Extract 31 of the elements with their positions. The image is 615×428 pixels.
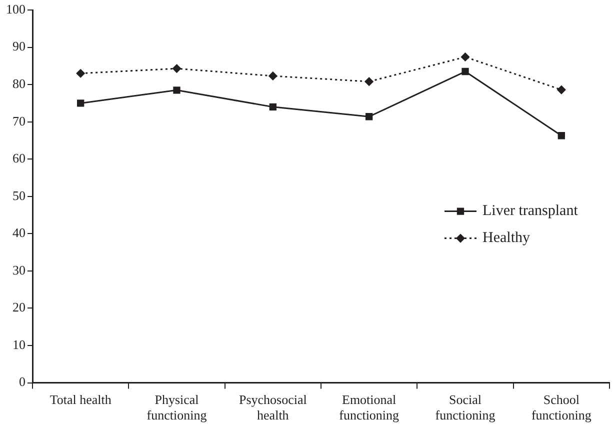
point xyxy=(462,68,469,76)
point xyxy=(558,132,565,140)
y-tick-label: 30 xyxy=(12,262,26,278)
y-tick-label: 50 xyxy=(12,188,26,203)
x-tick-label: School functioning xyxy=(531,392,592,423)
y-tick-label: 60 xyxy=(12,150,26,166)
legend-label: Healthy xyxy=(482,230,530,246)
point xyxy=(364,77,374,86)
x-tick-label: Total health xyxy=(50,392,112,408)
point xyxy=(557,86,566,94)
point xyxy=(173,86,180,94)
point xyxy=(366,113,373,120)
y-tick-label: 90 xyxy=(12,38,26,54)
y-tick-label: 70 xyxy=(12,113,26,128)
x-tick-label: Psychosocial health xyxy=(238,392,308,423)
x-tick-label: Social functioning xyxy=(435,392,496,423)
y-tick-label: 20 xyxy=(12,300,26,315)
point xyxy=(269,103,276,111)
y-tick-label: 10 xyxy=(12,336,26,352)
x-tick-label: Physical functioning xyxy=(146,392,208,423)
point xyxy=(172,64,181,73)
y-tick-label: 0 xyxy=(19,374,26,390)
x-tick-label: Emotional functioning xyxy=(339,392,400,423)
point xyxy=(461,52,470,62)
y-tick-label: 100 xyxy=(6,1,26,16)
y-tick-label: 40 xyxy=(12,225,26,240)
legend-label: Liver transplant xyxy=(482,203,579,220)
y-tick-label: 80 xyxy=(12,76,26,91)
point xyxy=(76,69,85,78)
point xyxy=(268,72,278,80)
point xyxy=(77,100,84,107)
